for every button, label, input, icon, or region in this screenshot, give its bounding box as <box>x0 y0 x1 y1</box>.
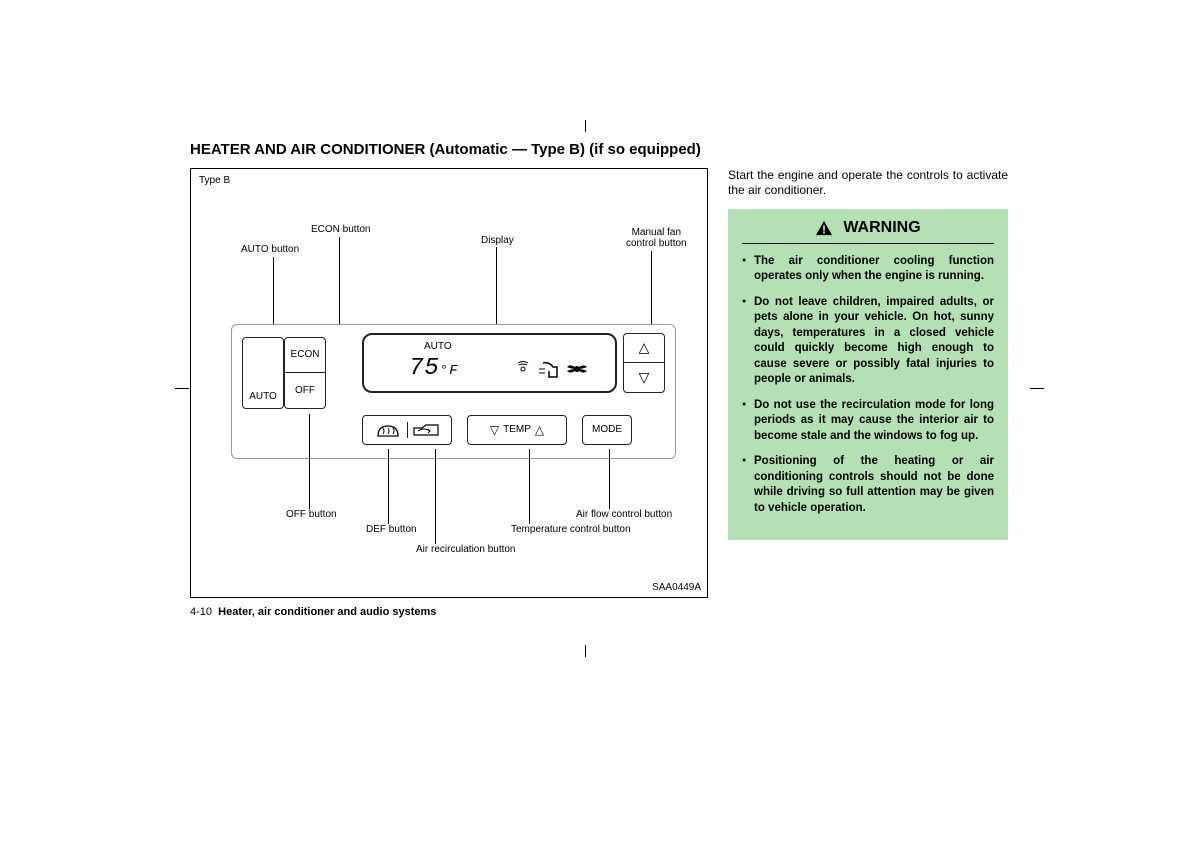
defrost-icon <box>369 422 408 438</box>
page-number: 4-10 <box>190 606 212 618</box>
temp-label: TEMP <box>503 424 531 435</box>
right-column: Start the engine and operate the control… <box>728 168 1008 618</box>
warning-header: WARNING <box>742 219 994 244</box>
display-airflow-icons <box>515 357 595 387</box>
diagram-container: Type B AUTO button ECON button Display M… <box>190 168 708 598</box>
recirc-icon <box>408 423 446 437</box>
fan-down-icon: ▽ <box>624 363 664 392</box>
fan-control-button: △ ▽ <box>623 333 665 393</box>
label-econ-button: ECON button <box>311 224 370 235</box>
crop-mark-bottom <box>585 645 586 657</box>
hvac-panel: AUTO ECON OFF AUTO 75°F <box>231 324 676 459</box>
display-temperature: 75°F <box>409 355 459 382</box>
warning-header-text: WARNING <box>843 219 920 237</box>
type-label: Type B <box>199 175 230 186</box>
footer-section-title: Heater, air conditioner and audio system… <box>218 606 436 618</box>
label-manual-fan: Manual fan control button <box>626 227 687 249</box>
line <box>435 449 436 544</box>
page-footer: 4-10 Heater, air conditioner and audio s… <box>190 606 708 618</box>
label-display: Display <box>481 235 514 246</box>
label-temp-control: Temperature control button <box>511 524 631 535</box>
warning-item: Do not leave children, impaired adults, … <box>742 295 994 388</box>
warning-item: The air conditioner cooling function ope… <box>742 254 994 285</box>
econ-off-button: ECON OFF <box>284 337 326 409</box>
display-auto-indicator: AUTO <box>424 341 452 352</box>
line <box>529 449 530 524</box>
display-screen: AUTO 75°F <box>362 333 617 393</box>
econ-button-half: ECON <box>285 338 325 374</box>
line <box>609 449 610 509</box>
warning-box: WARNING The air conditioner cooling func… <box>728 209 1008 541</box>
def-recirc-button <box>362 415 452 445</box>
crop-mark-top <box>585 120 586 132</box>
label-airflow-control: Air flow control button <box>576 509 672 520</box>
auto-button: AUTO <box>242 337 284 409</box>
auto-button-label: AUTO <box>249 391 277 402</box>
temp-down-icon: ▽ <box>490 423 499 437</box>
warning-item: Positioning of the heating or air condit… <box>742 454 994 516</box>
image-code: SAA0449A <box>652 582 701 593</box>
lower-button-row: ▽ TEMP △ MODE <box>362 415 632 445</box>
off-button-half: OFF <box>285 373 325 408</box>
line <box>651 251 652 336</box>
label-def-button: DEF button <box>366 524 417 535</box>
warning-item: Do not use the recirculation mode for lo… <box>742 398 994 445</box>
mode-label: MODE <box>592 424 622 435</box>
page-content: HEATER AND AIR CONDITIONER (Automatic — … <box>190 140 1010 618</box>
temp-up-icon: △ <box>535 423 544 437</box>
section-title: HEATER AND AIR CONDITIONER (Automatic — … <box>190 140 1010 160</box>
left-column: Type B AUTO button ECON button Display M… <box>190 168 708 618</box>
crop-mark-left <box>175 388 189 389</box>
warning-list: The air conditioner cooling function ope… <box>742 254 994 517</box>
label-auto-button: AUTO button <box>241 244 299 255</box>
label-air-recirc: Air recirculation button <box>416 544 516 555</box>
two-column-layout: Type B AUTO button ECON button Display M… <box>190 168 1010 618</box>
mode-button: MODE <box>582 415 632 445</box>
line <box>388 449 389 524</box>
label-off-button: OFF button <box>286 509 337 520</box>
warning-icon <box>815 220 833 236</box>
intro-paragraph: Start the engine and operate the control… <box>728 168 1008 199</box>
crop-mark-right <box>1030 388 1044 389</box>
temp-control-button: ▽ TEMP △ <box>467 415 567 445</box>
fan-up-icon: △ <box>624 334 664 364</box>
line <box>309 414 310 509</box>
